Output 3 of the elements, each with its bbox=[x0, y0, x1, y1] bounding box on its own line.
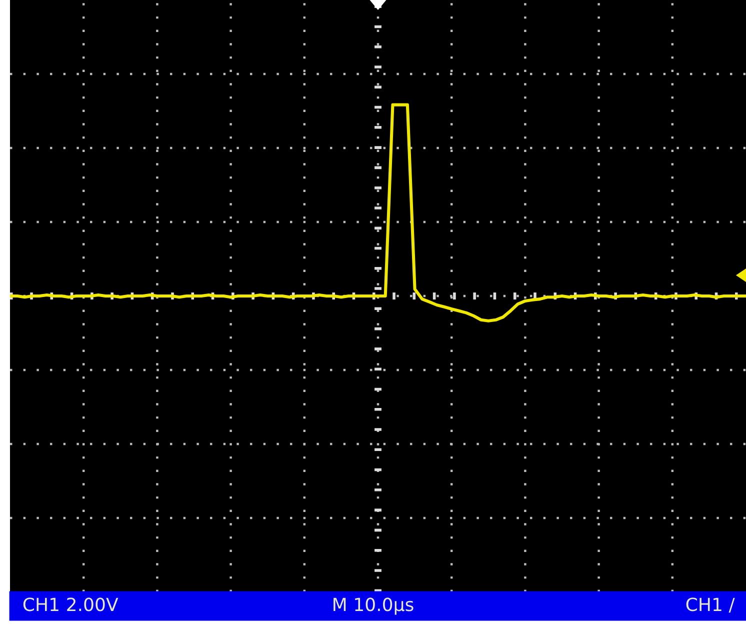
text: CH1 / bbox=[686, 598, 735, 613]
text: CH1 2.00V bbox=[23, 598, 118, 612]
text: M 10.0µs bbox=[334, 598, 414, 615]
